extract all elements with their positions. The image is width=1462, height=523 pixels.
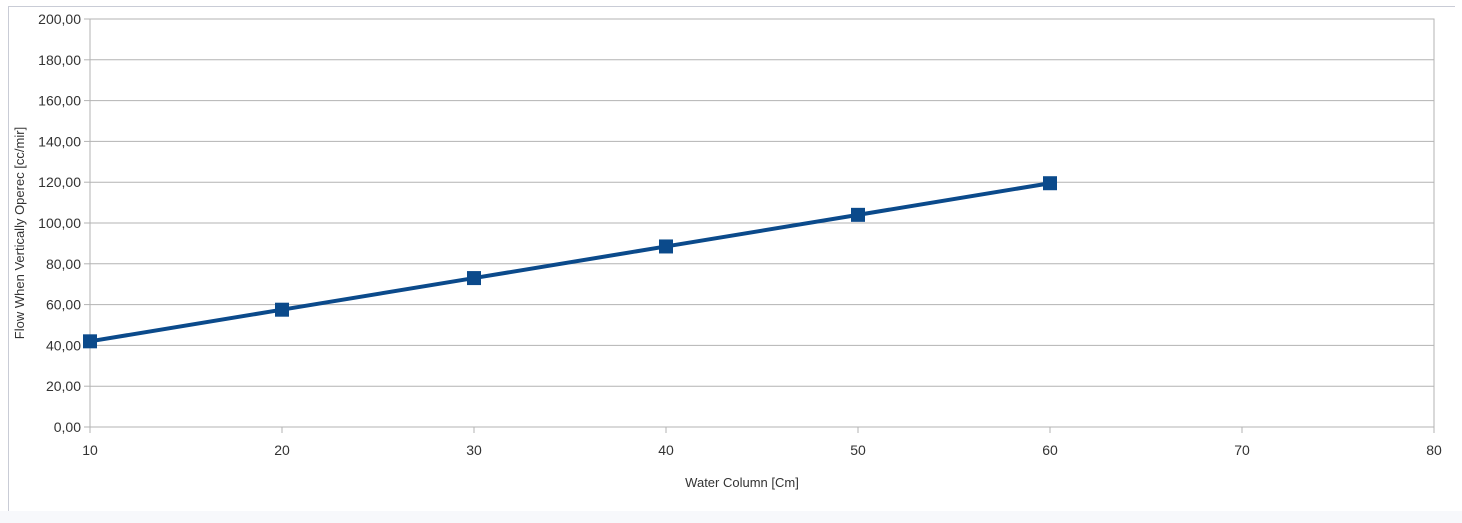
series-group <box>83 176 1057 349</box>
plot-area-border <box>89 18 1435 428</box>
gridlines <box>84 18 1435 433</box>
y-tick-label: 40,00 <box>46 337 81 353</box>
y-tick-label: 140,00 <box>38 133 81 149</box>
x-tick-label: 80 <box>1426 442 1442 458</box>
y-tick-label: 80,00 <box>46 256 81 272</box>
data-point-marker <box>1043 176 1057 191</box>
x-tick-label: 60 <box>1042 442 1058 458</box>
x-axis-ticks: 10 20 30 40 50 60 70 80 <box>82 442 1442 458</box>
x-tick-label: 40 <box>658 442 674 458</box>
y-tick-label: 120,00 <box>38 174 81 190</box>
y-tick-label: 200,00 <box>38 11 81 27</box>
data-point-marker <box>659 239 673 254</box>
x-tick-label: 50 <box>850 442 866 458</box>
plot-border <box>89 18 1435 428</box>
x-axis-title: Water Column [Cm] <box>685 475 799 490</box>
data-point-marker <box>851 207 865 222</box>
data-point-marker <box>275 302 289 317</box>
data-point-marker <box>467 271 481 286</box>
y-tick-label: 0,00 <box>54 419 81 435</box>
y-tick-label: 180,00 <box>38 52 81 68</box>
frame-border-top <box>8 6 1455 7</box>
y-tick-label: 60,00 <box>46 297 81 313</box>
y-axis-ticks: 0,00 20,00 40,00 60,00 80,00 100,00 120,00 140,… <box>38 11 81 435</box>
y-tick-label: 100,00 <box>38 215 81 231</box>
x-tick-label: 10 <box>82 442 98 458</box>
y-tick-label: 20,00 <box>46 378 81 394</box>
y-tick-label: 160,00 <box>38 93 81 109</box>
x-tick-label: 20 <box>274 442 290 458</box>
y-axis-title: Flow When Vertically Operec [cc/mir] <box>12 127 27 339</box>
series-line <box>89 181 1051 344</box>
x-tick-label: 30 <box>466 442 482 458</box>
frame-bottom-strip <box>0 511 1462 523</box>
frame-border-left <box>8 6 9 523</box>
data-point-marker <box>83 334 97 349</box>
x-tick-label: 70 <box>1234 442 1250 458</box>
